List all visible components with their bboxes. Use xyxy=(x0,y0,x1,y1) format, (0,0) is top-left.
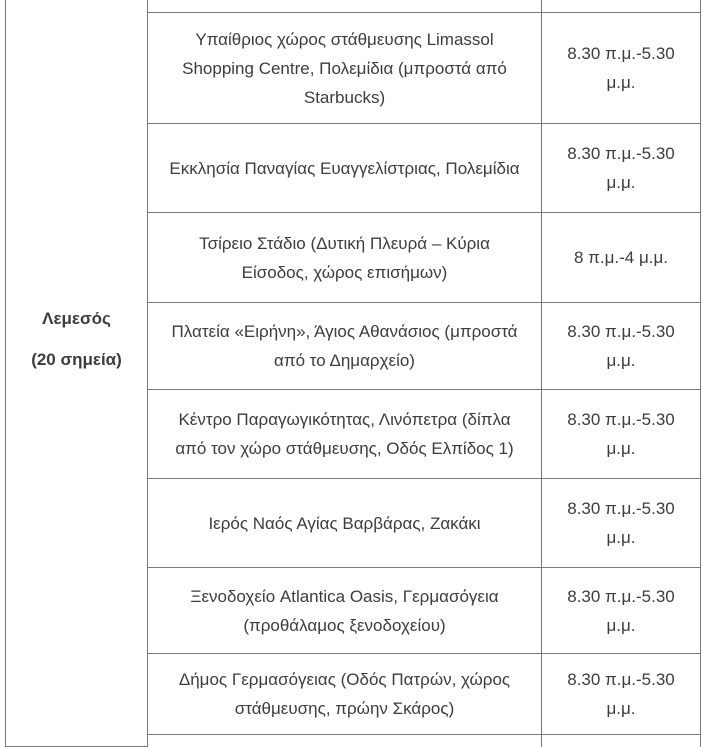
table-row xyxy=(6,734,701,747)
location-cell: Εκκλησία Παναγίας Ευαγγελίστριας, Πολεμί… xyxy=(147,123,542,213)
location-cell xyxy=(147,734,542,747)
table-row: Ξενοδοχείο Atlantica Oasis, Γερμασόγεια … xyxy=(6,567,701,654)
region-point-count: (20 σημεία) xyxy=(31,350,122,369)
hours-cell: 8.30 π.μ.-5.30 μ.μ. xyxy=(541,389,701,479)
hours-cell: 8.30 π.μ.-5.30 μ.μ. xyxy=(541,123,701,213)
table-row: Ιερός Ναός Αγίας Βαρβάρας, Ζακάκι 8.30 π… xyxy=(6,478,701,568)
hours-cell: 8.30 π.μ.-5.30 μ.μ. xyxy=(541,567,701,654)
location-cell xyxy=(147,0,542,13)
table-row: Εκκλησία Παναγίας Ευαγγελίστριας, Πολεμί… xyxy=(6,123,701,213)
table-row: Τσίρειο Στάδιο (Δυτική Πλευρά – Κύρια Εί… xyxy=(6,212,701,303)
hours-cell: 8.30 π.μ.-5.30 μ.μ. xyxy=(541,302,701,390)
table-row: Πλατεία «Ειρήνη», Άγιος Αθανάσιος (μπροσ… xyxy=(6,302,701,390)
hours-cell: 8 π.μ.-4 μ.μ. xyxy=(541,212,701,303)
table-row: Υπαίθριος χώρος στάθμευσης Limassol Shop… xyxy=(6,12,701,124)
region-name: Λεμεσός xyxy=(42,309,111,328)
location-cell: Τσίρειο Στάδιο (Δυτική Πλευρά – Κύρια Εί… xyxy=(147,212,542,303)
location-cell: Ιερός Ναός Αγίας Βαρβάρας, Ζακάκι xyxy=(147,478,542,568)
schedule-table: Λεμεσός (20 σημεία) Υπαίθριος χώρος στάθ… xyxy=(5,0,701,747)
location-cell: Υπαίθριος χώρος στάθμευσης Limassol Shop… xyxy=(147,12,542,124)
location-cell: Δήμος Γερμασόγειας (Οδός Πατρών, χώρος σ… xyxy=(147,653,542,735)
region-cell: Λεμεσός (20 σημεία) xyxy=(5,0,148,747)
hours-cell xyxy=(541,734,701,747)
location-cell: Ξενοδοχείο Atlantica Oasis, Γερμασόγεια … xyxy=(147,567,542,654)
location-cell: Πλατεία «Ειρήνη», Άγιος Αθανάσιος (μπροσ… xyxy=(147,302,542,390)
table-row: Κέντρο Παραγωγικότητας, Λινόπετρα (δίπλα… xyxy=(6,389,701,479)
hours-cell: 8.30 π.μ.-5.30 μ.μ. xyxy=(541,478,701,568)
region-label: Λεμεσός (20 σημεία) xyxy=(6,304,147,374)
table-row: Λεμεσός (20 σημεία) xyxy=(5,0,701,747)
hours-cell xyxy=(541,0,701,13)
location-cell: Κέντρο Παραγωγικότητας, Λινόπετρα (δίπλα… xyxy=(147,389,542,479)
hours-cell: 8.30 π.μ.-5.30 μ.μ. xyxy=(541,653,701,735)
table-row: Δήμος Γερμασόγειας (Οδός Πατρών, χώρος σ… xyxy=(6,653,701,735)
hours-cell: 8.30 π.μ.-5.30 μ.μ. xyxy=(541,12,701,124)
